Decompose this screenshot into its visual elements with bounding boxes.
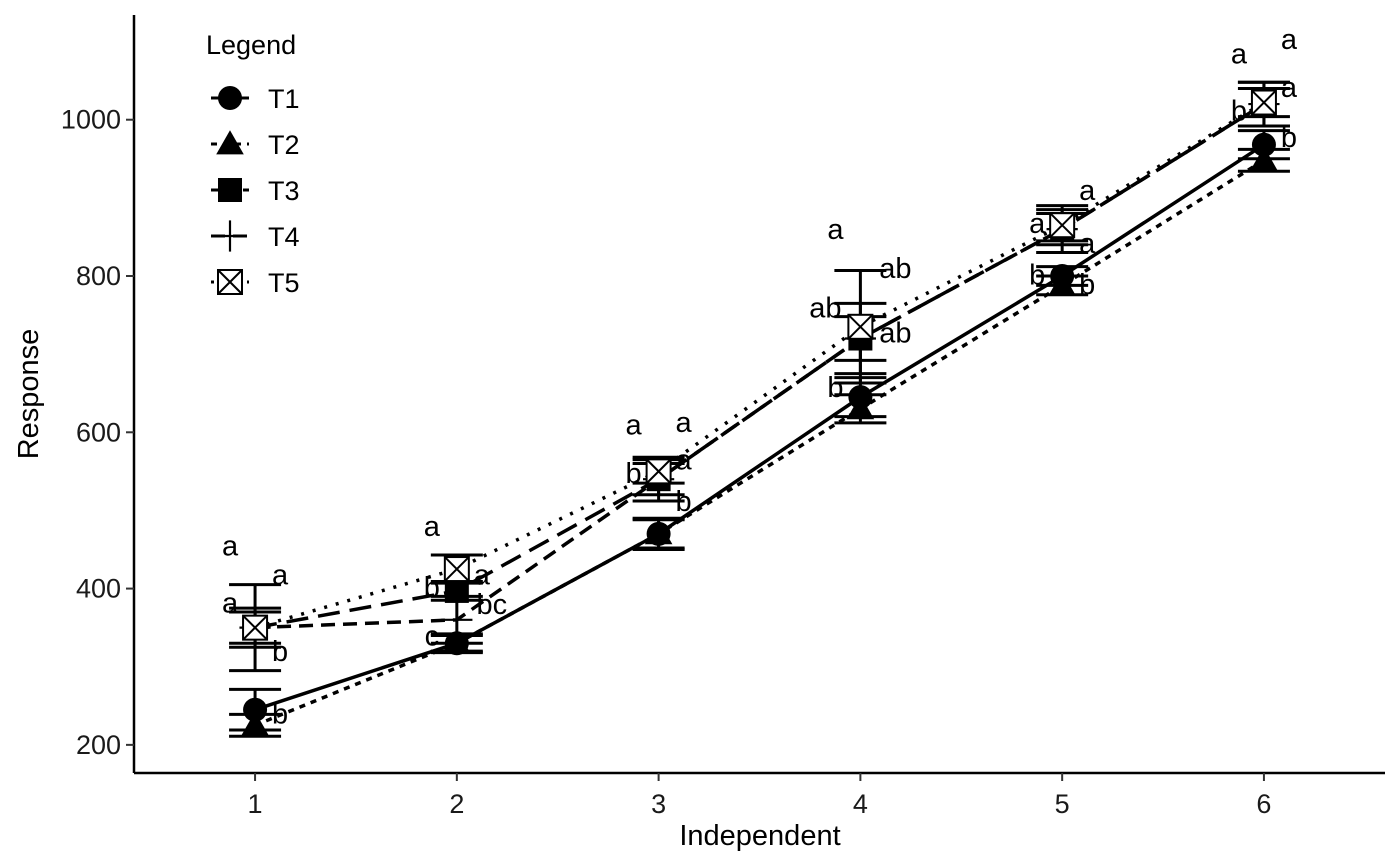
significance-letter: a	[676, 445, 693, 477]
series-line-t2	[254, 158, 1265, 727]
boxx-diag2	[1251, 89, 1277, 116]
x-tick-label: 3	[651, 789, 666, 819]
significance-letter: a	[1231, 38, 1248, 70]
legend-marker-t1	[218, 86, 242, 110]
point-t2	[1048, 271, 1076, 296]
significance-letter: a	[626, 409, 643, 441]
x-tick-label: 2	[449, 789, 464, 819]
significance-letter: a	[474, 560, 491, 592]
point-t2	[241, 711, 269, 736]
point-t1	[243, 697, 268, 722]
significance-letter: b	[1231, 95, 1247, 127]
legend-label: T5	[268, 268, 300, 298]
point-t5	[242, 614, 269, 641]
significance-letter: a	[1079, 175, 1096, 207]
legend-label: T4	[268, 222, 300, 252]
series-lines	[254, 101, 1265, 727]
significance-letter: a	[222, 588, 239, 620]
significance-letter: b	[827, 372, 843, 404]
significance-letter: a	[424, 511, 441, 543]
y-tick-label: 800	[76, 261, 121, 291]
significance-letter: b	[676, 486, 692, 518]
significance-letter: b	[272, 636, 288, 668]
x-tick-label: 1	[248, 789, 263, 819]
y-axis-title: Response	[13, 329, 45, 460]
legend-label: T1	[268, 84, 300, 114]
point-t2	[443, 629, 471, 654]
series-line-t5	[254, 101, 1265, 630]
significance-letter: bc	[477, 589, 508, 621]
significance-letter: ab	[809, 292, 841, 324]
point-t4	[441, 604, 473, 636]
legend-item-t5: T5	[211, 268, 300, 298]
y-tick-label: 1000	[61, 105, 121, 135]
series-line-t3	[254, 102, 1265, 630]
significance-letter: b	[1281, 122, 1297, 154]
legend-item-t4: T4	[211, 220, 300, 252]
point-t2	[644, 520, 673, 545]
y-axis-ticks: 200 400 600 800 1000	[61, 105, 134, 760]
significance-letter: a	[272, 560, 289, 592]
point-t5	[645, 458, 672, 485]
legend-item-t3: T3	[211, 176, 300, 206]
x-axis-ticks: 1 2 3 4 5 6	[248, 773, 1271, 819]
point-t5	[1250, 89, 1277, 116]
point-t5	[1049, 212, 1076, 239]
significance-letter: b	[1079, 269, 1095, 301]
legend: Legend T1 T2 T3 T4 T5	[206, 30, 300, 298]
legend-item-t2: T2	[211, 130, 300, 160]
point-t3	[444, 578, 469, 603]
point-t5	[443, 556, 470, 583]
point-t5	[847, 313, 874, 340]
significance-letter: a	[1281, 72, 1298, 104]
y-tick-label: 400	[76, 574, 121, 604]
significance-letter: b	[626, 458, 642, 490]
boxx-diag2	[444, 556, 470, 582]
significance-letter: b	[272, 699, 288, 731]
significance-letter: a	[1281, 24, 1298, 56]
series-markers	[239, 88, 1280, 736]
legend-label: T3	[268, 176, 300, 206]
y-tick-label: 600	[76, 417, 121, 447]
boxx-diag2	[847, 314, 874, 340]
boxx-diag2	[645, 458, 672, 485]
legend-label: T2	[268, 130, 300, 160]
boxx-diag2	[217, 269, 243, 295]
point-t2	[846, 395, 875, 420]
boxx-diag2	[1049, 212, 1075, 238]
series-line-t4	[254, 102, 1265, 630]
legend-marker-t4	[214, 220, 246, 252]
significance-letter: b	[1029, 259, 1045, 291]
legend-item-t1: T1	[211, 84, 300, 114]
boxx-diag2	[242, 614, 268, 641]
x-tick-label: 4	[853, 789, 868, 819]
x-tick-label: 5	[1055, 789, 1070, 819]
legend-title: Legend	[206, 30, 296, 60]
legend-marker-t5	[217, 269, 243, 295]
point-t2	[1250, 146, 1278, 171]
legend-marker-t3	[218, 178, 242, 202]
significance-letter: c	[425, 620, 440, 652]
x-axis-title: Independent	[679, 820, 840, 852]
significance-letter: a	[222, 531, 239, 563]
x-tick-label: 6	[1256, 789, 1271, 819]
significance-letter: a	[827, 214, 844, 246]
y-tick-label: 200	[76, 730, 121, 760]
significance-letter: ab	[879, 253, 911, 285]
series-line-t1	[254, 143, 1265, 712]
significance-letter: a	[676, 407, 693, 439]
significance-letter: a	[1029, 208, 1046, 240]
significance-letter: ab	[879, 317, 911, 349]
point-t1	[1251, 132, 1276, 157]
legend-marker-t2	[216, 130, 244, 155]
significance-letter: b	[424, 572, 440, 604]
significance-letter: a	[1079, 228, 1096, 260]
